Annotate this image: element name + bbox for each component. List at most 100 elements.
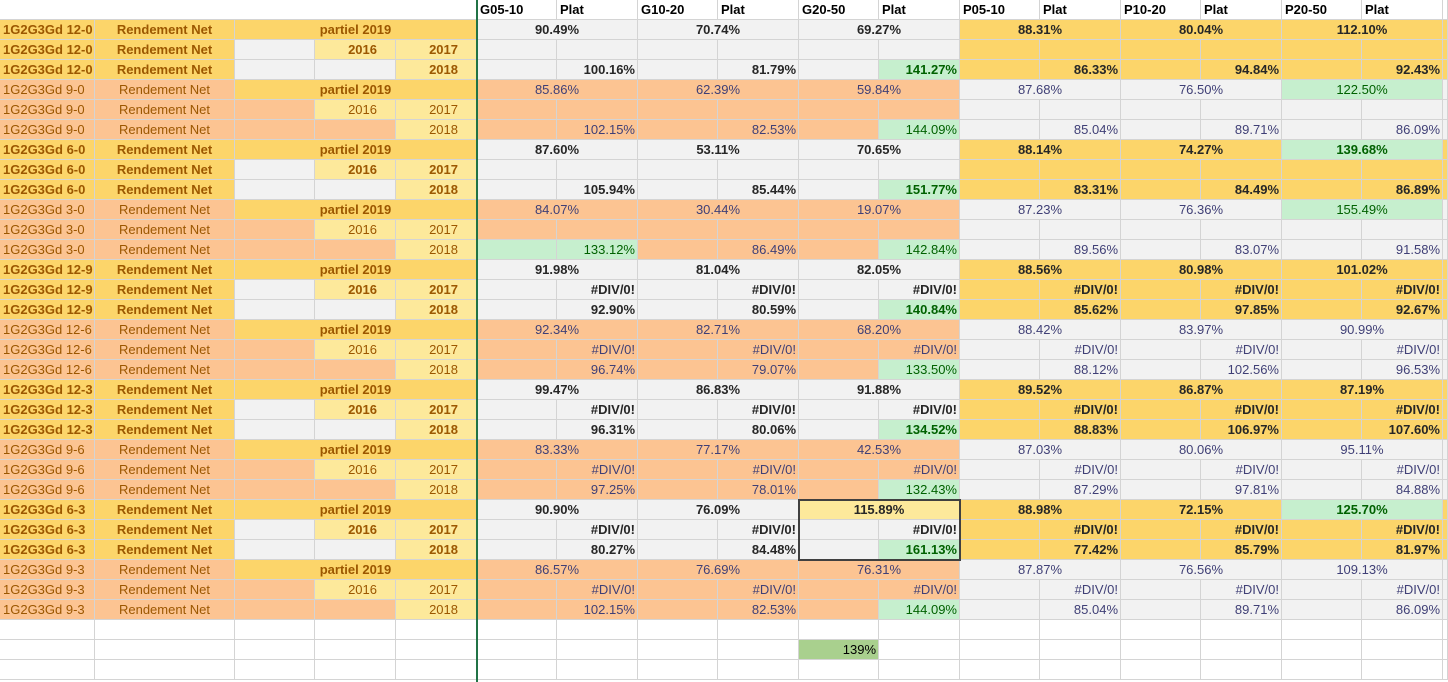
partial-label[interactable]: partiel 2019 [235,320,477,340]
value-blank[interactable] [1282,600,1362,620]
value-2018[interactable]: 161.13% [879,540,960,560]
row-label[interactable]: 1G2G3Gd 12-9 [0,300,95,320]
year-2018[interactable]: 2018 [396,420,477,440]
row-label[interactable]: 1G2G3Gd 12-6 [0,340,95,360]
column-header[interactable]: P10-20 [1121,0,1201,20]
metric-label[interactable]: Rendement Net [95,560,235,580]
column-header-plat[interactable]: Plat [1040,0,1121,20]
year-2018[interactable]: 2018 [396,540,477,560]
cutoff-cell[interactable] [1443,560,1448,580]
column-header[interactable]: G05-10 [477,0,557,20]
metric-label[interactable]: Rendement Net [95,300,235,320]
partial-value[interactable]: 87.87% [960,560,1121,580]
value-2018[interactable]: 89.71% [1201,600,1282,620]
row-label[interactable]: 1G2G3Gd 6-3 [0,540,95,560]
value-2017[interactable] [718,160,799,180]
value-blank[interactable] [1282,100,1362,120]
value-2018[interactable]: 85.04% [1040,600,1121,620]
year-blank[interactable] [235,220,315,240]
value-blank[interactable] [638,600,718,620]
value-2018[interactable]: 151.77% [879,180,960,200]
year-2018[interactable]: 2018 [396,360,477,380]
empty-cell[interactable] [1040,620,1121,640]
partial-value[interactable]: 115.89% [799,500,960,520]
value-2017[interactable] [1362,160,1443,180]
value-2018[interactable]: 89.56% [1040,240,1121,260]
metric-label[interactable]: Rendement Net [95,200,235,220]
value-blank[interactable] [638,100,718,120]
value-2017[interactable]: #DIV/0! [1201,520,1282,540]
value-2018[interactable]: 89.71% [1201,120,1282,140]
value-blank[interactable] [960,220,1040,240]
row-label[interactable]: 1G2G3Gd 12-3 [0,380,95,400]
year-2018[interactable]: 2018 [396,240,477,260]
metric-label[interactable]: Rendement Net [95,540,235,560]
empty-cell[interactable] [235,620,315,640]
value-2017[interactable] [1040,160,1121,180]
partial-value[interactable]: 70.74% [638,20,799,40]
column-header[interactable]: G10-20 [638,0,718,20]
partial-value[interactable]: 83.33% [477,440,638,460]
year-2016[interactable]: 2016 [315,580,396,600]
partial-label[interactable]: partiel 2019 [235,380,477,400]
value-blank[interactable] [960,580,1040,600]
column-header[interactable]: P05-10 [960,0,1040,20]
year-2017[interactable]: 2017 [396,160,477,180]
partial-value[interactable]: 81.04% [638,260,799,280]
empty-cell[interactable] [879,640,960,660]
value-blank[interactable] [638,460,718,480]
value-blank[interactable] [1282,240,1362,260]
year-blank[interactable] [315,240,396,260]
empty-cell[interactable] [718,640,799,660]
value-blank[interactable] [799,420,879,440]
partial-value[interactable]: 91.88% [799,380,960,400]
value-blank[interactable] [960,100,1040,120]
value-2018[interactable]: 85.79% [1201,540,1282,560]
value-blank[interactable] [638,520,718,540]
value-2018[interactable]: 107.60% [1362,420,1443,440]
year-blank[interactable] [235,40,315,60]
value-2017[interactable] [718,40,799,60]
empty-cell[interactable] [879,620,960,640]
partial-value[interactable]: 90.99% [1282,320,1443,340]
value-blank[interactable] [799,180,879,200]
partial-value[interactable]: 80.98% [1121,260,1282,280]
value-2017[interactable]: #DIV/0! [718,580,799,600]
value-2018[interactable]: 81.79% [718,60,799,80]
value-2017[interactable]: #DIV/0! [1362,580,1443,600]
row-label[interactable]: 1G2G3Gd 12-9 [0,280,95,300]
value-2018[interactable]: 94.84% [1201,60,1282,80]
metric-label[interactable]: Rendement Net [95,140,235,160]
row-label[interactable]: 1G2G3Gd 9-3 [0,600,95,620]
row-label[interactable]: 1G2G3Gd 9-6 [0,460,95,480]
value-blank[interactable] [477,460,557,480]
year-blank[interactable] [235,520,315,540]
year-blank[interactable] [235,120,315,140]
value-2018[interactable]: 96.53% [1362,360,1443,380]
value-blank[interactable] [1121,300,1201,320]
value-blank[interactable] [1121,60,1201,80]
partial-value[interactable]: 90.49% [477,20,638,40]
value-blank[interactable] [1121,600,1201,620]
value-blank[interactable] [799,460,879,480]
empty-cell[interactable] [0,640,95,660]
empty-cell[interactable] [557,620,638,640]
year-blank[interactable] [315,360,396,380]
partial-value[interactable]: 91.98% [477,260,638,280]
empty-cell[interactable] [799,620,879,640]
partial-value[interactable]: 76.36% [1121,200,1282,220]
value-2018[interactable]: 85.04% [1040,120,1121,140]
value-blank[interactable] [638,480,718,500]
column-header[interactable]: G20-50 [799,0,879,20]
value-blank[interactable] [960,160,1040,180]
row-label[interactable]: 1G2G3Gd 6-3 [0,520,95,540]
empty-cell[interactable] [718,660,799,680]
cutoff-cell[interactable] [1443,460,1448,480]
cutoff-cell[interactable] [1443,600,1448,620]
partial-value[interactable]: 85.86% [477,80,638,100]
partial-value[interactable]: 88.98% [960,500,1121,520]
value-blank[interactable] [1282,280,1362,300]
year-blank[interactable] [235,160,315,180]
partial-value[interactable]: 88.31% [960,20,1121,40]
value-2018[interactable]: 86.09% [1362,600,1443,620]
